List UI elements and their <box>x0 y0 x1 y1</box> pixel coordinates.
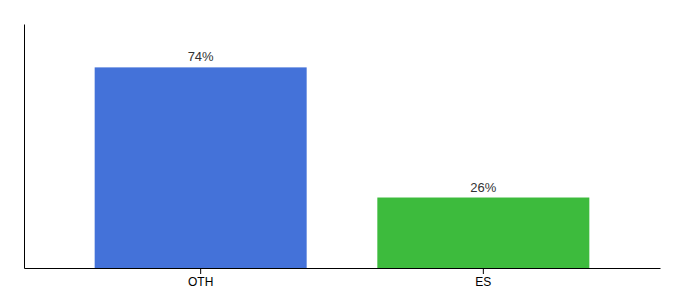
x-tick-mark <box>200 268 201 274</box>
chart: OTH ES 74% 26% <box>0 0 680 300</box>
bar <box>377 198 589 268</box>
y-axis-line <box>24 25 25 269</box>
x-axis-line <box>25 268 661 269</box>
x-tick-label: ES <box>475 275 491 289</box>
x-tick-label: OTH <box>188 275 213 289</box>
x-axis: OTH ES <box>25 268 661 289</box>
bars <box>95 67 590 268</box>
data-labels: 74% 26% <box>188 49 497 194</box>
x-tick-mark <box>483 268 484 274</box>
y-axis <box>24 25 25 269</box>
bar <box>95 67 307 268</box>
x-tick: ES <box>475 268 491 289</box>
data-label: 74% <box>188 49 214 64</box>
data-label: 26% <box>470 180 496 195</box>
plot: OTH ES 74% 26% <box>25 25 661 289</box>
x-tick: OTH <box>188 268 213 289</box>
